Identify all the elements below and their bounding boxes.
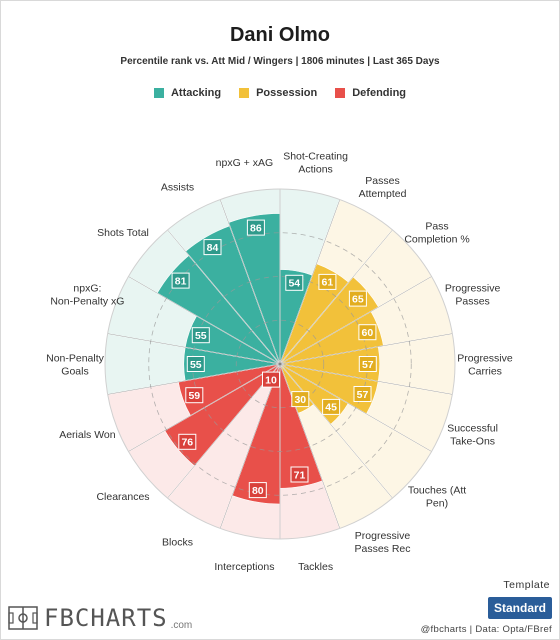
spoke-divider (279, 363, 453, 395)
spoke-divider (128, 276, 281, 365)
value-box-non-penalty-goals (186, 356, 205, 372)
spoke-divider (128, 363, 281, 452)
axis-label-non-penalty-goals: Non-Penalty Goals (46, 353, 105, 378)
grid-circle (148, 232, 412, 496)
logo-suffix: .com (170, 619, 193, 631)
logo-text: FBCHARTS (44, 604, 168, 632)
template-label: Template (503, 579, 550, 591)
axis-label-npxg-xag: npxG + xAG (216, 157, 273, 169)
legend-item-defending: Defending (335, 87, 406, 99)
value-box-blocks (262, 371, 280, 388)
value-label-tackles: 71 (294, 469, 306, 481)
value-box-progressive-passes (358, 324, 377, 341)
pitch-icon (8, 606, 38, 630)
value-label-npxg-xag: 86 (250, 222, 262, 234)
template-button[interactable]: Standard (488, 597, 552, 619)
value-box-successful-take-ons (353, 386, 372, 402)
spoke-divider (279, 333, 453, 365)
value-label-shot-creating-actions: 54 (288, 278, 300, 290)
spoke-divider (279, 229, 393, 365)
axis-label-aerials-won: Aerials Won (59, 429, 116, 441)
value-box-tackles (290, 466, 309, 483)
value-box-npxg-xag (246, 219, 265, 236)
legend-swatch-attacking (153, 88, 164, 98)
chart-subtitle: Percentile rank vs. Att Mid / Wingers | … (120, 56, 440, 67)
value-box-assists (203, 239, 222, 256)
spoke-divider (219, 363, 281, 529)
legend-item-possession: Possession (239, 87, 317, 99)
axis-label-passes-attempted: Passes Attempted (359, 175, 407, 200)
value-box-pass-completion (348, 290, 367, 307)
value-label-interceptions: 80 (252, 485, 264, 497)
spoke-divider (279, 199, 341, 365)
axis-label-tackles: Tackles (298, 561, 333, 573)
spoke-divider (167, 363, 281, 499)
legend: Attacking Possession Defending (0, 87, 560, 99)
value-box-shot-creating-actions (285, 274, 304, 291)
legend-label-possession: Possession (256, 87, 318, 99)
value-label-clearances: 76 (181, 437, 193, 449)
spoke-divider (279, 363, 393, 499)
axis-label-successful-take-ons: Successful Take-Ons (447, 423, 498, 448)
legend-label-defending: Defending (352, 87, 407, 99)
spoke-divider (279, 363, 341, 529)
radar-value-labels: 54 61 65 60 57 57 45 30 71 80 10 76 59 55 55 81 84 86 (171, 219, 377, 499)
outer-ring (104, 188, 456, 540)
legend-item-attacking: Attacking (153, 87, 222, 99)
value-label-progressive-carries: 57 (362, 359, 374, 371)
axis-label-pass-completion: Pass Completion % (404, 221, 469, 246)
axis-label-progressive-passes-rec: Progressive Passes Rec (354, 530, 410, 555)
spoke-divider (107, 363, 281, 395)
spoke-divider (167, 229, 281, 365)
axis-label-touches-att-pen: Touches (Att Pen) (408, 484, 466, 509)
value-label-passes-attempted: 61 (322, 277, 334, 289)
radar-grid (104, 188, 456, 540)
value-box-shots-total (171, 272, 190, 289)
axis-label-progressive-passes: Progressive Passes (445, 282, 501, 307)
grid-circle (235, 319, 325, 409)
axis-label-progressive-carries: Progressive Carries (457, 353, 513, 378)
value-label-blocks: 10 (265, 374, 277, 386)
value-box-clearances (178, 433, 197, 450)
axis-label-shot-creating-actions: Shot-Creating Actions (283, 151, 348, 176)
value-label-npxg-non-penalty-xg: 55 (195, 330, 207, 342)
value-box-progressive-carries (358, 356, 377, 372)
axis-label-blocks: Blocks (162, 537, 193, 549)
axis-label-interceptions: Interceptions (214, 561, 274, 573)
value-label-shots-total: 81 (175, 275, 187, 287)
value-label-non-penalty-goals: 55 (190, 359, 202, 371)
value-label-aerials-won: 59 (188, 390, 200, 402)
value-box-touches-att-pen (322, 398, 341, 415)
value-label-pass-completion: 65 (352, 293, 364, 305)
axis-label-shots-total: Shots Total (97, 227, 149, 239)
value-box-passes-attempted (318, 273, 337, 290)
chart-title: Dani Olmo (229, 24, 330, 46)
value-label-successful-take-ons: 57 (357, 389, 369, 401)
fbcharts-logo: FBCHARTS .com (8, 604, 192, 632)
sector-bg-blocks (167, 364, 280, 529)
value-box-aerials-won (185, 387, 204, 404)
value-label-progressive-passes: 60 (362, 327, 374, 339)
axis-label-clearances: Clearances (96, 491, 149, 503)
value-box-progressive-passes-rec (291, 391, 310, 408)
spoke-divider (279, 363, 432, 452)
value-label-progressive-passes-rec: 30 (294, 394, 306, 406)
axis-label-assists: Assists (161, 182, 194, 194)
value-box-npxg-non-penalty-xg (191, 327, 210, 344)
spoke-divider (279, 276, 432, 365)
spoke-divider (107, 333, 281, 365)
legend-label-attacking: Attacking (170, 87, 222, 99)
value-label-assists: 84 (207, 242, 219, 254)
legend-swatch-defending (335, 88, 346, 98)
data-credit: @fbcharts | Data: Opta/FBref (420, 624, 552, 635)
value-box-interceptions (248, 482, 267, 499)
value-label-touches-att-pen: 45 (325, 402, 337, 414)
axis-label-npxg-non-penalty-xg: npxG: Non-Penalty xG (50, 282, 124, 307)
legend-swatch-possession (239, 88, 250, 98)
radar-axis-labels: Shot-Creating Actions Passes Attempted Pass C… (46, 151, 513, 573)
spoke-divider (219, 199, 281, 365)
